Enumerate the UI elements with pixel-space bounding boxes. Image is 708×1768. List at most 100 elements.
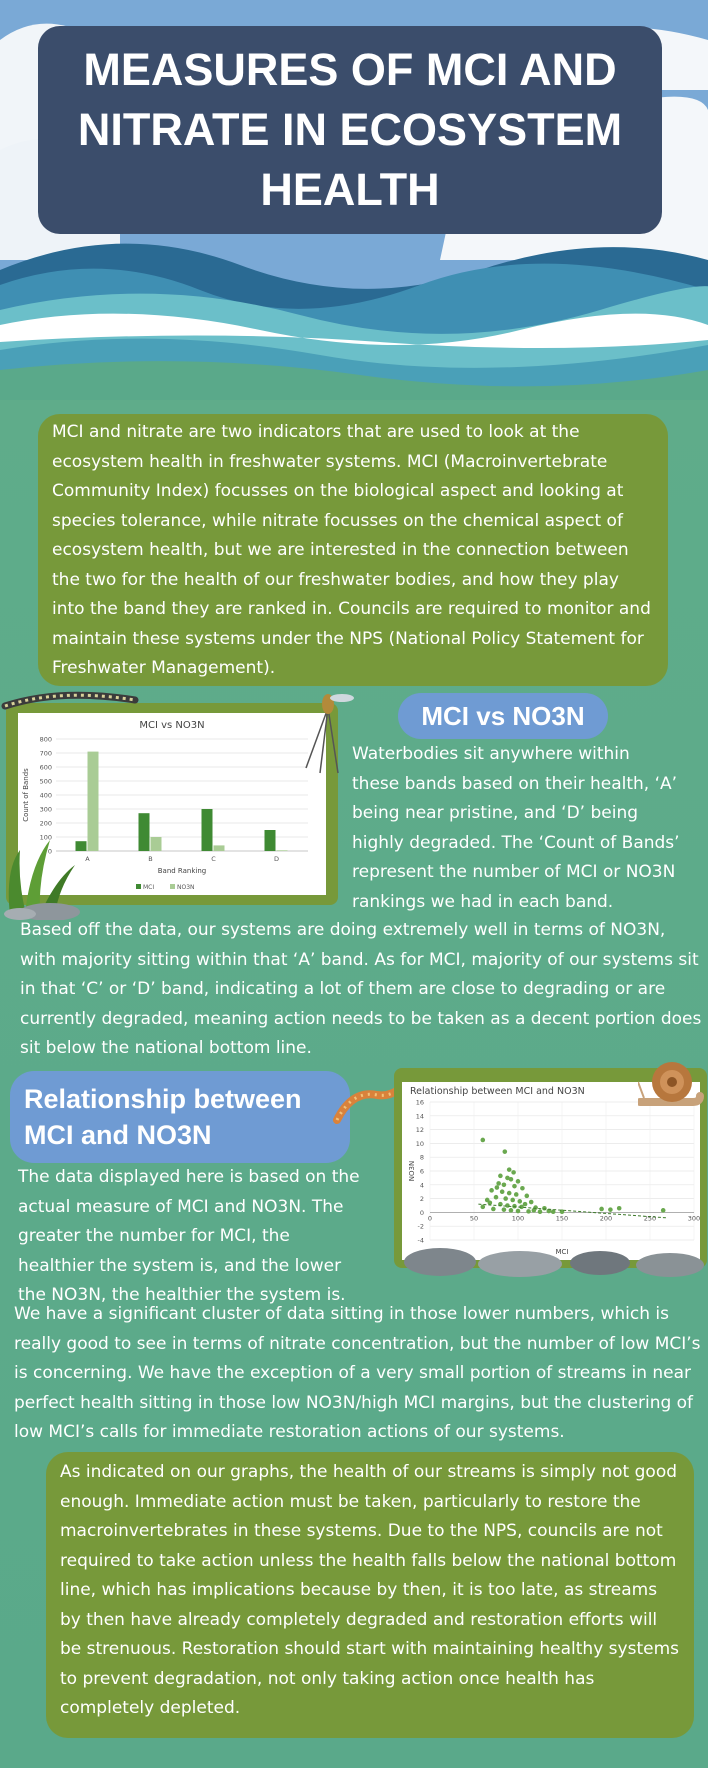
scatter-y-tick-label: 4 — [420, 1181, 424, 1189]
page-title: MEASURES OF MCI AND NITRATE IN ECOSYSTEM… — [77, 44, 623, 215]
scatter-point — [506, 1190, 512, 1196]
centipede-icon — [1, 691, 139, 710]
scatter-y-tick-label: 2 — [420, 1195, 424, 1203]
scatter-point — [508, 1176, 514, 1182]
bar-x-tick-label: B — [148, 855, 152, 863]
bar-y-tick-label: 200 — [40, 820, 52, 828]
bar-no3n-a — [87, 751, 99, 851]
wave-decoration — [0, 243, 708, 400]
scatter-trendline — [478, 1203, 668, 1219]
scatter-y-tick-label: 16 — [416, 1099, 424, 1107]
title-banner: MEASURES OF MCI AND NITRATE IN ECOSYSTEM… — [38, 26, 662, 234]
scatter-point — [520, 1185, 525, 1191]
bar-mci-a — [75, 841, 87, 851]
bar-y-tick-label: 100 — [40, 834, 52, 842]
bar-legend-label-no3n: NO3N — [177, 884, 195, 891]
bar-legend-label-mci: MCI — [143, 884, 154, 891]
bar-mci-b — [138, 813, 150, 851]
scatter-point — [510, 1197, 516, 1203]
scatter-point — [526, 1209, 531, 1214]
bar-legend-swatch-mci — [136, 884, 141, 889]
scatter-point — [524, 1193, 530, 1199]
mosquito-icon — [305, 694, 354, 774]
section1-body-text: Based off the data, our systems are doin… — [20, 920, 702, 1058]
scatter-point — [616, 1205, 622, 1211]
scatter-chart-title: Relationship between MCI and NO3N — [410, 1086, 585, 1097]
scatter-x-tick-label: 300 — [688, 1214, 700, 1222]
scatter-y-tick-label: 12 — [416, 1126, 424, 1134]
bar-x-tick-label: D — [274, 855, 279, 863]
scatter-point — [512, 1203, 517, 1209]
bar-x-axis-label: Band Ranking — [158, 867, 207, 875]
scatter-point — [546, 1208, 552, 1214]
scatter-point — [484, 1197, 490, 1203]
bar-legend-swatch-no3n — [170, 884, 175, 889]
scatter-point — [522, 1201, 528, 1207]
scatter-point — [501, 1207, 507, 1212]
scatter-point — [512, 1183, 517, 1189]
scatter-point — [511, 1170, 516, 1175]
bar-y-tick-label: 600 — [40, 764, 52, 772]
scatter-point — [494, 1185, 500, 1190]
bar-no3n-d — [276, 850, 288, 851]
section2-side-text: The data displayed here is based on the … — [18, 1167, 360, 1305]
scatter-y-tick-label: -2 — [418, 1223, 424, 1231]
scatter-x-axis-label: MCI — [556, 1248, 569, 1256]
scatter-point — [498, 1173, 503, 1179]
scatter-y-tick-label: 14 — [416, 1112, 424, 1120]
bar-mci-d — [264, 830, 276, 851]
bar-y-axis-label: Count of Bands — [22, 768, 30, 822]
scatter-y-tick-label: 8 — [420, 1154, 424, 1162]
bar-chart: MCI vs NO3N 0 100 200 300 400 500 600 700 800 Coun… — [22, 720, 308, 891]
scatter-x-tick-label: 200 — [600, 1214, 612, 1222]
intro-text: MCI and nitrate are two indicators that … — [52, 422, 651, 678]
bar-y-tick-label: 700 — [40, 750, 52, 758]
scatter-x-tick-label: 0 — [428, 1214, 432, 1222]
scatter-point — [502, 1149, 508, 1154]
scatter-point — [515, 1208, 521, 1214]
scatter-point — [489, 1188, 494, 1193]
scatter-x-tick-label: 50 — [470, 1214, 478, 1222]
section2-heading: Relationship between MCI and NO3N — [10, 1071, 350, 1163]
scatter-point — [491, 1206, 496, 1212]
section2-body-text: We have a significant cluster of data si… — [14, 1304, 701, 1442]
snail-icon — [638, 1062, 704, 1106]
bar-y-tick-label: 400 — [40, 792, 52, 800]
scatter-point — [508, 1208, 514, 1213]
scatter-y-axis-label: NO3N — [408, 1161, 416, 1181]
scatter-point — [503, 1196, 508, 1201]
grass-decoration — [4, 840, 80, 920]
scatter-point — [599, 1206, 604, 1212]
scatter-point — [480, 1137, 486, 1143]
scatter-point — [506, 1167, 512, 1172]
section1-heading: MCI vs NO3N — [398, 693, 608, 739]
scatter-point — [505, 1175, 510, 1181]
conclusion-box: As indicated on our graphs, the health o… — [46, 1452, 694, 1738]
rocks-decoration — [404, 1248, 704, 1277]
scatter-y-tick-label: 6 — [420, 1168, 424, 1176]
scatter-point — [480, 1204, 486, 1210]
bar-y-tick-label: 500 — [40, 778, 52, 786]
bar-y-tick-label: 300 — [40, 806, 52, 814]
scatter-y-tick-label: -4 — [418, 1237, 424, 1245]
scatter-point — [505, 1203, 510, 1208]
scatter-chart: Relationship between MCI and NO3N -4 -2 0 2 4… — [408, 1086, 700, 1256]
scatter-point — [660, 1208, 666, 1213]
intro-box: MCI and nitrate are two indicators that … — [38, 414, 668, 686]
bar-mci-c — [201, 809, 213, 851]
scatter-x-tick-label: 250 — [644, 1214, 656, 1222]
scatter-point — [531, 1208, 537, 1213]
scatter-point — [513, 1192, 519, 1197]
scatter-x-tick-label: 100 — [512, 1214, 524, 1222]
bar-no3n-b — [150, 837, 162, 851]
scatter-point — [542, 1205, 547, 1211]
scatter-y-tick-label: 0 — [420, 1209, 424, 1217]
scatter-y-tick-label: 10 — [416, 1140, 424, 1148]
scatter-x-tick-label: 150 — [556, 1214, 568, 1222]
bar-no3n-c — [213, 845, 225, 851]
scatter-point — [501, 1182, 507, 1188]
conclusion-text: As indicated on our graphs, the health o… — [60, 1462, 679, 1718]
bar-y-tick-label: 0 — [48, 848, 52, 856]
bar-x-tick-label: C — [211, 855, 216, 863]
